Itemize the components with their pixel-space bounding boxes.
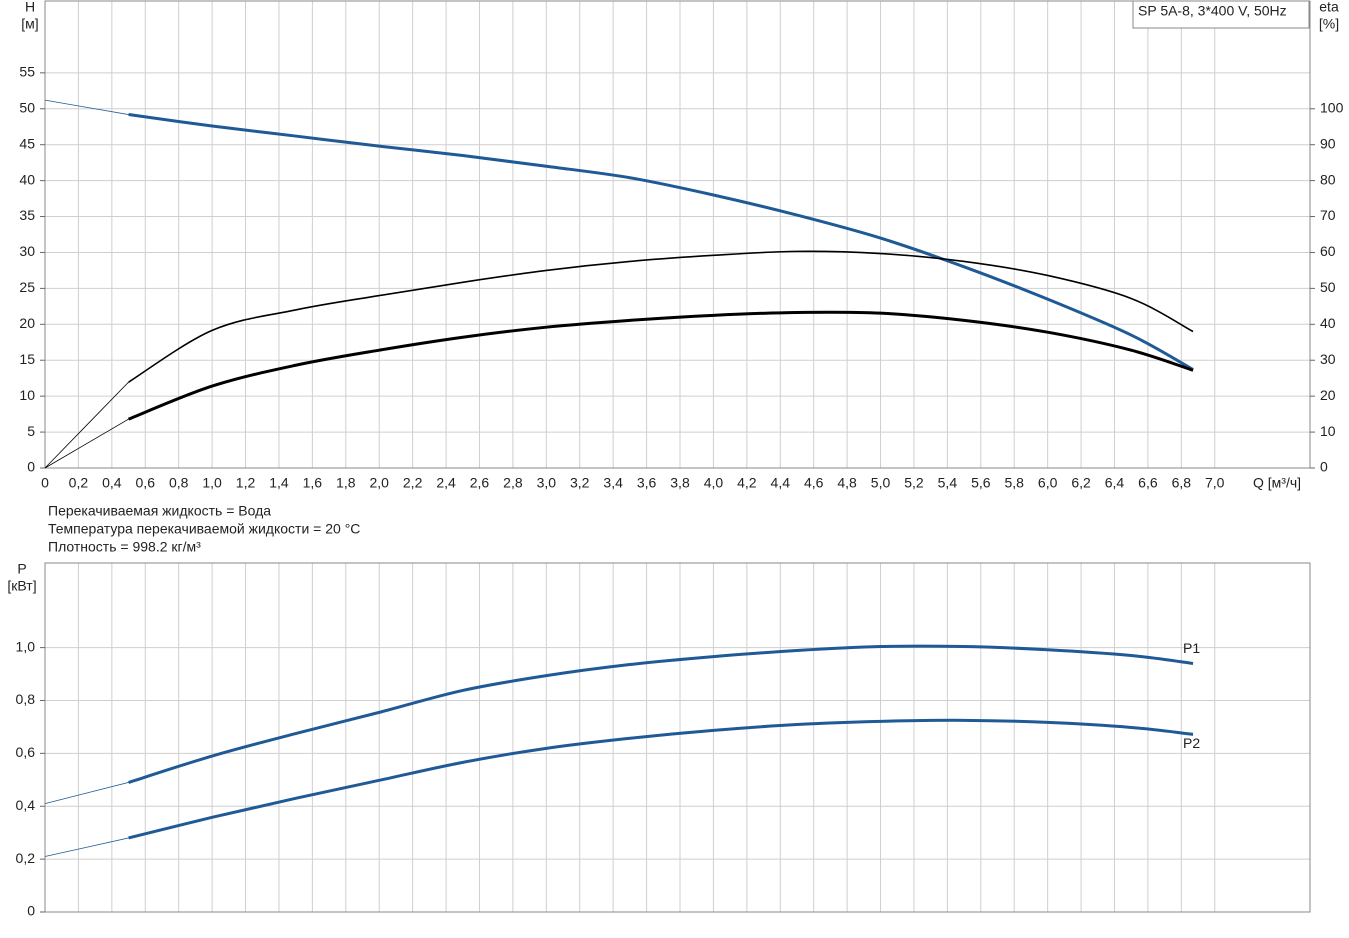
series-line: [128, 250, 1194, 383]
plot-frame: [44, 0, 1311, 469]
y2-tick-label: 0: [1320, 459, 1328, 475]
x-tick-label: 4,0: [704, 475, 724, 491]
y-axis-unit: [м]: [21, 16, 38, 32]
note: Перекачиваемая жидкость = Вода: [48, 503, 271, 519]
chart-title: SP 5A-8, 3*400 V, 50Hz: [1138, 3, 1287, 19]
x-tick-label: 6,4: [1105, 475, 1125, 491]
y-tick-label: 45: [19, 135, 35, 151]
x-tick-label: 5,6: [971, 475, 991, 491]
x-tick-label: 0,6: [136, 475, 156, 491]
y2-tick-label: 50: [1320, 279, 1336, 295]
x-tick-label: 1,8: [336, 475, 356, 491]
y2-axis-label: eta: [1319, 0, 1339, 15]
x-tick-label: 3,0: [537, 475, 557, 491]
series-line: [128, 310, 1194, 421]
x-tick-label: 4,4: [771, 475, 791, 491]
y-tick-label: 0,8: [16, 691, 36, 707]
y-tick-label: 20: [19, 315, 35, 331]
plot-frame: [44, 562, 1311, 913]
x-tick-label: 5,4: [938, 475, 958, 491]
x-tick-label: 2,0: [369, 475, 389, 491]
x-tick-label: 7,0: [1205, 475, 1225, 491]
series-label: P1: [1183, 640, 1200, 656]
x-tick-label: 1,6: [303, 475, 323, 491]
y-tick-label: 15: [19, 351, 35, 367]
x-tick-label: 2,4: [436, 475, 456, 491]
y2-tick-label: 100: [1320, 99, 1344, 115]
y2-tick-label: 70: [1320, 207, 1336, 223]
x-tick-label: 4,8: [837, 475, 857, 491]
y2-tick-label: 10: [1320, 423, 1336, 439]
x-tick-label: 6,2: [1071, 475, 1091, 491]
x-tick-label: 1,4: [269, 475, 289, 491]
series-label: P2: [1183, 735, 1200, 751]
x-tick-label: 6,6: [1138, 475, 1158, 491]
y2-tick-label: 30: [1320, 351, 1336, 367]
y-axis-unit: [кВт]: [7, 578, 36, 594]
series-line: [44, 381, 129, 469]
x-tick-label: 5,2: [904, 475, 924, 491]
x-tick-label: 3,2: [570, 475, 590, 491]
note: Температура перекачиваемой жидкости = 20…: [48, 521, 360, 537]
y-tick-label: 5: [27, 423, 35, 439]
x-tick-label: 4,6: [804, 475, 824, 491]
x-tick-label: 1,0: [202, 475, 222, 491]
y-tick-label: 1,0: [16, 638, 36, 654]
y-tick-label: 40: [19, 171, 35, 187]
y-tick-label: 10: [19, 387, 35, 403]
y-tick-label: 0,6: [16, 744, 36, 760]
y-tick-label: 0: [27, 903, 35, 919]
y2-tick-label: 80: [1320, 171, 1336, 187]
title-box: [1132, 0, 1310, 29]
y-tick-label: 50: [19, 99, 35, 115]
x-tick-label: 4,2: [737, 475, 757, 491]
x-tick-label: 0,8: [169, 475, 189, 491]
y-tick-label: 25: [19, 279, 35, 295]
series-line: [128, 644, 1194, 784]
x-tick-label: 5,8: [1004, 475, 1024, 491]
y-tick-label: 0,4: [16, 797, 36, 813]
x-tick-label: 3,6: [637, 475, 657, 491]
y2-tick-label: 90: [1320, 135, 1336, 151]
x-tick-label: 0: [41, 475, 49, 491]
y2-tick-label: 20: [1320, 387, 1336, 403]
x-axis-label: Q [м³/ч]: [1253, 475, 1301, 491]
x-tick-label: 6,0: [1038, 475, 1058, 491]
y2-tick-label: 60: [1320, 243, 1336, 259]
y2-tick-label: 40: [1320, 315, 1336, 331]
y-axis-label: H: [25, 0, 35, 15]
series-line: [128, 718, 1194, 840]
x-tick-label: 3,8: [670, 475, 690, 491]
series-line: [44, 837, 129, 857]
x-tick-label: 0,4: [102, 475, 122, 491]
y-tick-label: 35: [19, 207, 35, 223]
y-axis-label: P: [17, 561, 26, 577]
note: Плотность = 998.2 кг/м³: [48, 539, 201, 555]
x-tick-label: 3,4: [603, 475, 623, 491]
y-tick-label: 30: [19, 243, 35, 259]
x-tick-label: 2,2: [403, 475, 423, 491]
x-tick-label: 6,8: [1172, 475, 1192, 491]
series-line: [44, 782, 129, 804]
y-tick-label: 0: [27, 459, 35, 475]
series-line: [44, 99, 129, 115]
series-line: [128, 113, 1194, 371]
x-tick-label: 1,2: [236, 475, 256, 491]
y-tick-label: 55: [19, 64, 35, 80]
x-tick-label: 0,2: [69, 475, 89, 491]
y2-axis-unit: [%]: [1319, 16, 1339, 32]
series-line: [44, 418, 129, 469]
y-tick-label: 0,2: [16, 850, 36, 866]
x-tick-label: 2,8: [503, 475, 523, 491]
x-tick-label: 2,6: [470, 475, 490, 491]
x-tick-label: 5,0: [871, 475, 891, 491]
